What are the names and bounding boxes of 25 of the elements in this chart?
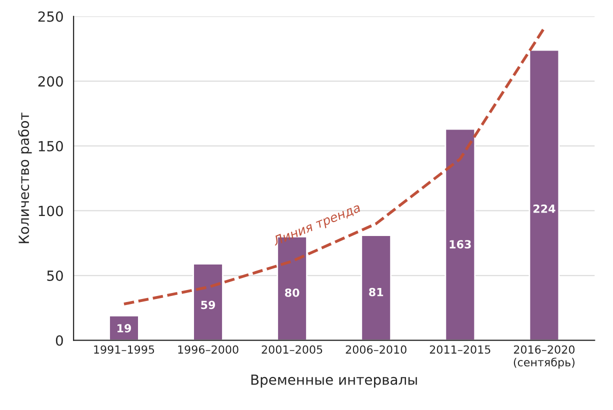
data-label: 19 — [118, 324, 132, 332]
bar — [108, 314, 140, 340]
x-axis-title: Временные интервалы — [251, 374, 417, 388]
x-tick-label: 1991–1995 — [94, 345, 154, 354]
y-tick-label: 50 — [47, 270, 63, 281]
data-label: 81 — [369, 288, 384, 296]
data-label: 224 — [533, 204, 556, 213]
x-tick-label: 2001–2005 — [262, 345, 322, 354]
data-label: 163 — [450, 240, 471, 248]
x-tick-label: 2011–2015 — [430, 345, 490, 354]
x-tick-label: 2006–2010 — [346, 345, 406, 354]
y-tick-label: 100 — [38, 206, 63, 216]
y-axis-title: Количество работ — [18, 112, 32, 244]
bar — [192, 263, 224, 340]
bar — [444, 128, 476, 340]
bar — [360, 234, 392, 340]
data-label: 59 — [201, 300, 216, 310]
x-tick-label: 1996–2000 — [178, 345, 238, 354]
y-tick-label: 250 — [38, 11, 63, 22]
y-tick-label: 0 — [56, 335, 63, 346]
bar — [528, 49, 560, 340]
y-tick-label: 150 — [38, 140, 63, 152]
data-label: 80 — [285, 288, 300, 297]
x-tick-label: 2016–2020 (сентябрь) — [514, 345, 574, 369]
y-tick-label: 200 — [38, 76, 63, 87]
